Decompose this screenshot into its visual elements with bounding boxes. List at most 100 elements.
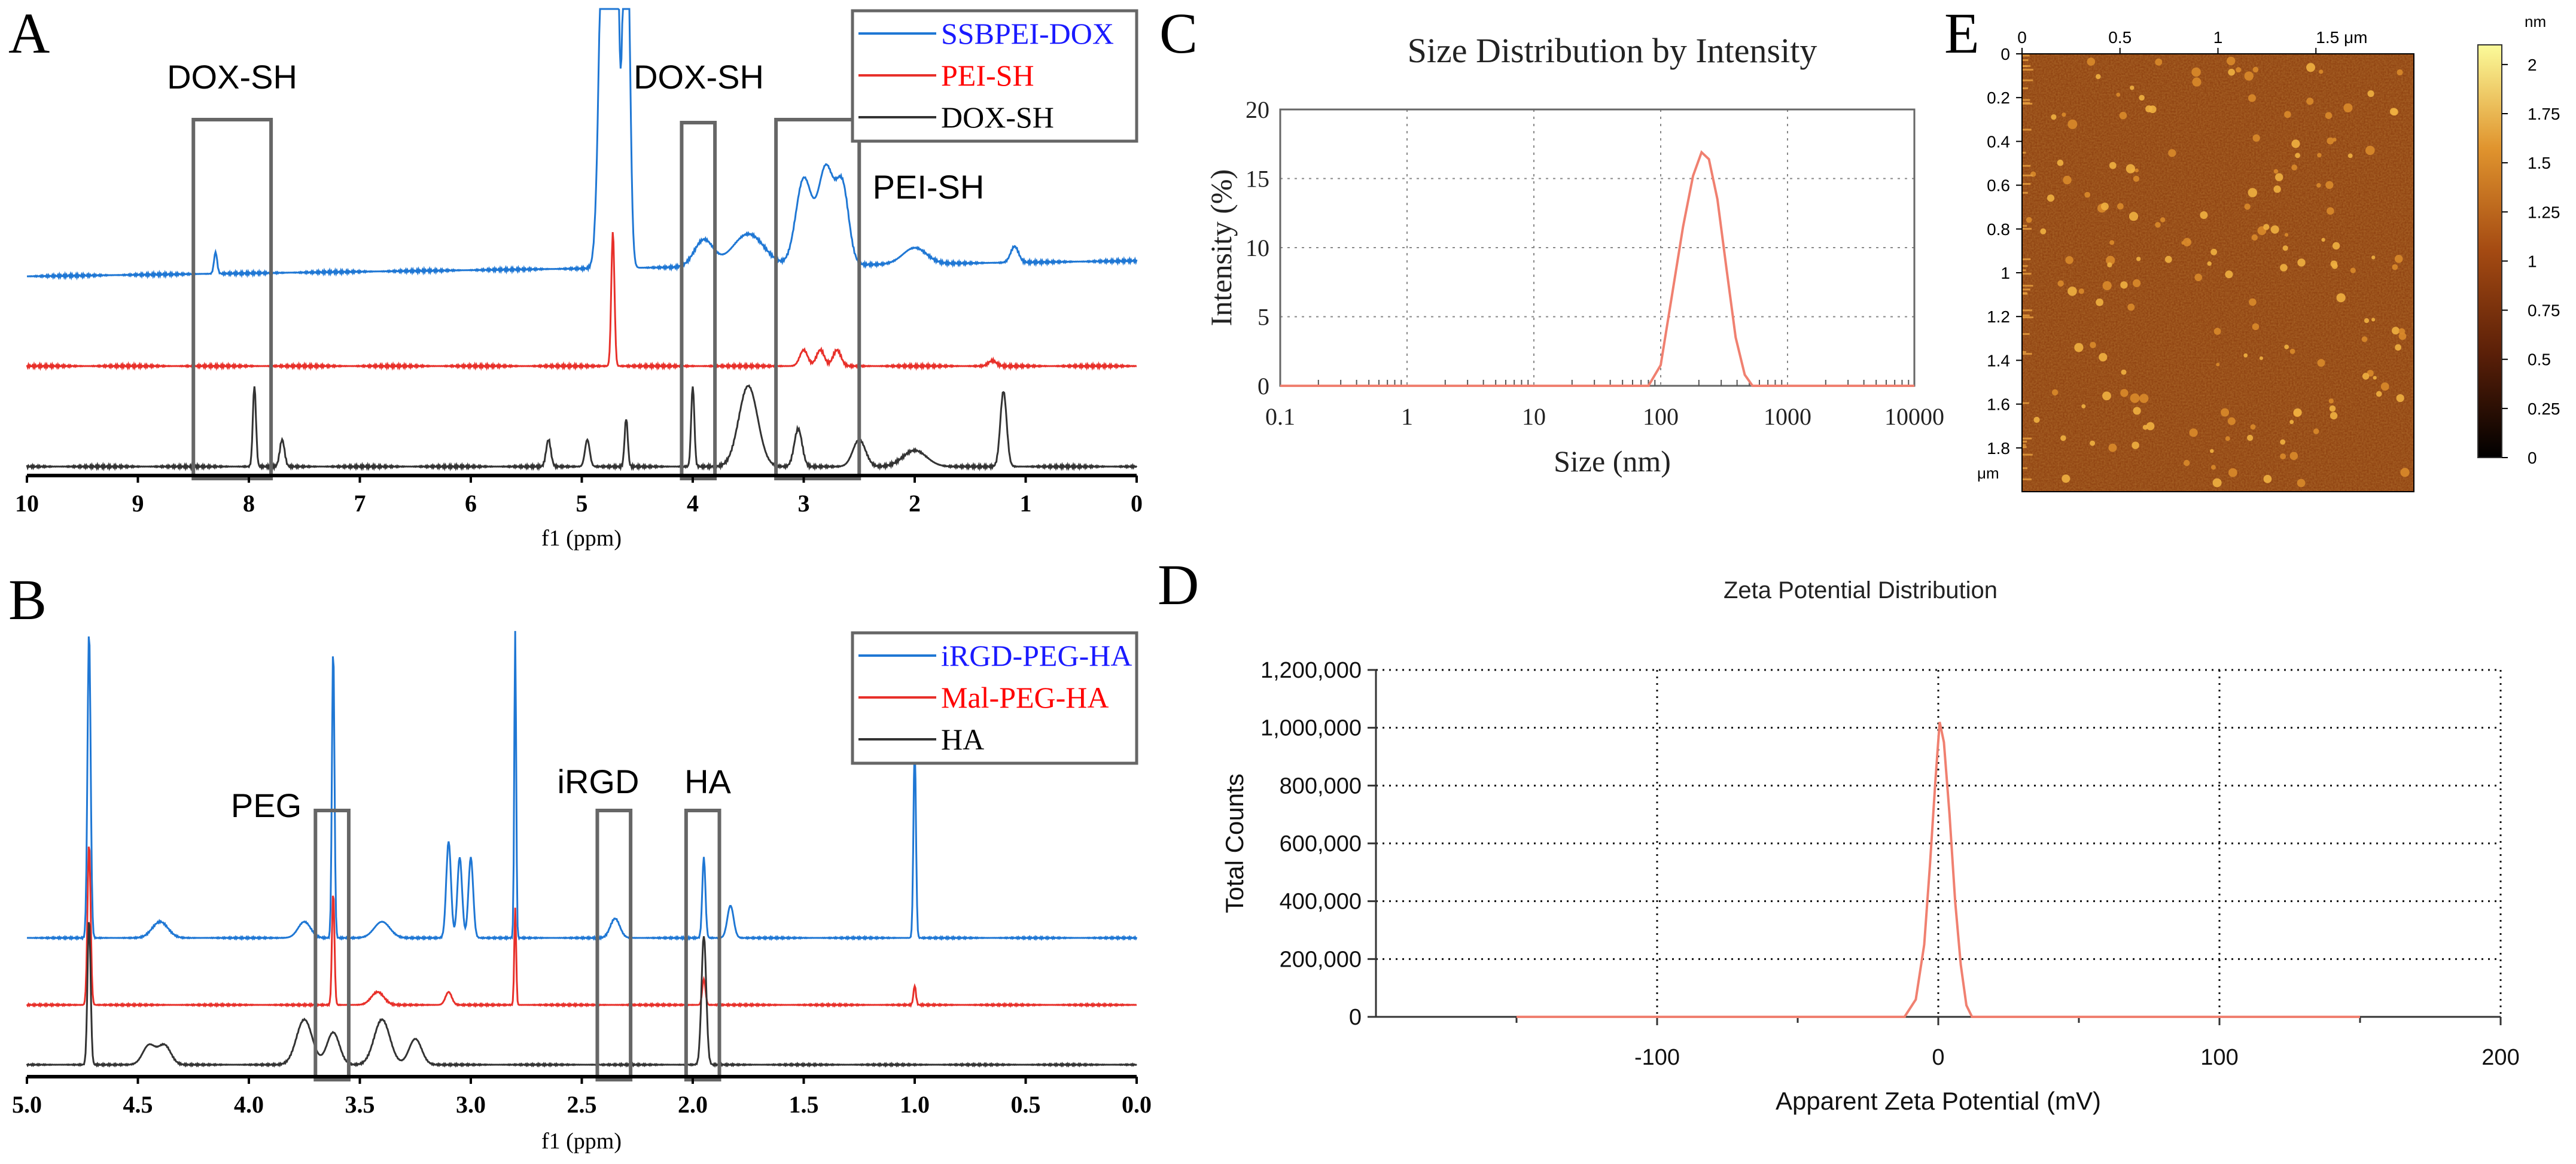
afm-grain	[2392, 327, 2400, 335]
x-tick-label: 10	[1522, 403, 1546, 430]
afm-grain	[2186, 239, 2191, 244]
afm-grain	[2087, 57, 2096, 66]
y-tick-label: 0	[2000, 45, 2010, 63]
nmr-spectrum-ha	[26, 922, 1137, 1068]
afm-grain	[2099, 353, 2108, 362]
afm-grain	[2189, 428, 2198, 437]
afm-grain	[2109, 162, 2117, 169]
nmr-spectrum-irgd-peg-ha	[27, 630, 1138, 941]
colorbar-tick-label: 1	[2528, 252, 2537, 270]
dls-title: Size Distribution by Intensity	[1408, 31, 1817, 70]
afm-grain	[2148, 105, 2157, 114]
nmr-spectrum-pei-sh	[26, 231, 1137, 371]
x-tick-label: 0.5	[1011, 1091, 1041, 1118]
x-tick-label: 7	[354, 490, 366, 517]
x-tick-label: 1.5	[789, 1091, 819, 1118]
x-tick-label: 2	[909, 490, 921, 517]
afm-grain	[2282, 245, 2288, 251]
nmr-a-legend: SSBPEI-DOX PEI-SH DOX-SH	[851, 9, 1138, 143]
x-tick-label: 0	[1131, 490, 1143, 517]
zeta-grid	[1376, 669, 2502, 1017]
dls-grid	[1280, 109, 1915, 386]
afm-grain	[2192, 77, 2202, 87]
afm-grain	[2244, 203, 2251, 210]
afm-scan-artifact	[2022, 402, 2029, 404]
afm-scan-artifact	[2022, 316, 2034, 319]
legend-label-ssbpei-dox: SSBPEI-DOX	[941, 17, 1114, 50]
afm-grain	[2280, 439, 2286, 445]
afm-grain	[2109, 240, 2115, 245]
dls-x-label: Size (nm)	[1554, 444, 1671, 478]
afm-grain	[2096, 74, 2101, 80]
afm-grain	[2251, 234, 2258, 241]
y-tick-label: 0.6	[1987, 176, 2010, 195]
afm-scan-artifact	[2022, 54, 2030, 57]
zeta-distribution-curve	[1517, 721, 2360, 1018]
afm-grain	[2120, 281, 2128, 289]
y-tick-label: 1.8	[1987, 439, 2010, 458]
zeta-x-label: Apparent Zeta Potential (mV)	[1776, 1087, 2101, 1115]
afm-grain	[2130, 86, 2135, 90]
afm-grain	[2284, 233, 2289, 237]
afm-ticks: 0 0.5 1 1.5 μm 0 0.2 0.4 0.6 0.8 1 1.2 1.4 1.6 1.8	[1987, 28, 2367, 458]
x-tick-label: 1	[1401, 403, 1413, 430]
afm-grain	[2133, 407, 2141, 415]
afm-grain	[2060, 435, 2066, 441]
afm-scan-artifact	[2022, 79, 2033, 81]
afm-scan-artifact	[2022, 269, 2026, 272]
annotation-dox-sh-2: DOX-SH	[634, 58, 764, 96]
legend-label-dox-sh: DOX-SH	[941, 100, 1054, 134]
afm-grain	[2325, 112, 2333, 119]
afm-grain	[2284, 345, 2289, 349]
x-tick-label: 2.5	[567, 1091, 597, 1118]
afm-grain	[2319, 69, 2324, 74]
y-tick-label: 800,000	[1280, 773, 1362, 799]
nmr-b-boxes	[313, 809, 721, 1081]
x-tick-label: 0.0	[1122, 1091, 1152, 1118]
afm-grain	[2225, 436, 2230, 441]
afm-colorbar	[2477, 44, 2502, 458]
afm-scan-artifact	[2022, 258, 2031, 260]
afm-grain	[2227, 417, 2236, 425]
afm-grain	[2365, 145, 2375, 156]
y-tick-label: 1.6	[1987, 395, 2010, 414]
afm-grain	[2270, 225, 2279, 234]
afm-grain	[2194, 273, 2202, 282]
y-tick-label: 0.8	[1987, 220, 2010, 239]
afm-grain	[2184, 459, 2190, 467]
afm-scan-artifact	[2022, 314, 2030, 316]
afm-scan-artifact	[2022, 265, 2028, 267]
afm-grain	[2225, 270, 2233, 279]
afm-grain	[2160, 217, 2166, 223]
x-tick-label: 3	[798, 490, 810, 517]
afm-grain	[2259, 356, 2263, 360]
afm-grain	[2155, 222, 2161, 228]
afm-grain	[2164, 255, 2172, 263]
x-tick-label: 1.5 μm	[2316, 28, 2367, 47]
x-tick-label: 10	[15, 490, 39, 517]
afm-grain	[2244, 71, 2254, 81]
nmr-a-ticks: 10 9 8 7 6 5 4 3 2 1 0	[15, 476, 1143, 517]
colorbar-tick-label: 0	[2528, 449, 2537, 467]
afm-grain	[2291, 139, 2300, 148]
afm-grain	[2280, 264, 2288, 272]
afm-grain	[2243, 353, 2248, 358]
nmr-a-spectra	[26, 8, 1138, 472]
afm-scan-artifact	[2022, 351, 2026, 353]
x-tick-label: 9	[132, 490, 144, 517]
y-tick-label: 1,200,000	[1260, 658, 1362, 683]
afm-grain	[2236, 67, 2242, 73]
afm-grain	[2249, 298, 2257, 306]
y-tick-label: 0.2	[1987, 89, 2010, 107]
afm-grain	[2263, 474, 2272, 483]
afm-grain	[2306, 97, 2314, 105]
annotation-dox-sh-1: DOX-SH	[167, 58, 297, 96]
afm-grain	[2332, 242, 2340, 250]
afm-grain	[2330, 412, 2338, 420]
afm-grain	[2317, 153, 2322, 158]
afm-colorbar-unit: nm	[2525, 13, 2546, 31]
afm-grain	[2081, 404, 2086, 409]
legend-label-mal-peg-ha: Mal-PEG-HA	[941, 681, 1109, 714]
nmr-spectrum-ssbpei-dox	[27, 8, 1138, 281]
